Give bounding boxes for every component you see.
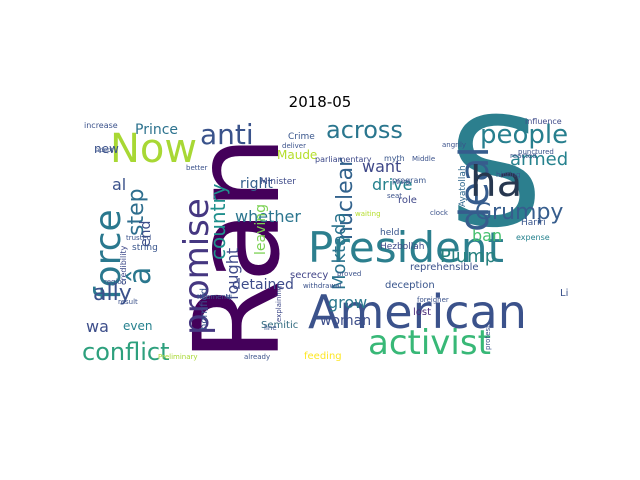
word-29: wa [86,317,109,336]
word-85: protest [484,325,492,350]
word-83: adept [96,147,114,154]
word-20: armed [510,149,568,170]
word-24: Plump [440,246,496,267]
word-42: new [94,142,119,156]
word-78: reacted [510,152,537,160]
word-75: clock [430,209,449,217]
word-65: waiting [355,210,381,218]
word-57: string [132,243,158,253]
word-12: across [326,116,403,144]
word-70: better [186,164,208,172]
word-53: Ayatollah [458,165,468,207]
word-8: force [88,209,129,300]
word-44: lost [413,307,431,318]
word-31: right [240,176,273,192]
word-67: result [118,298,138,306]
word-36: end [138,221,154,247]
word-76: Middle [412,155,435,163]
word-84: line [264,324,277,332]
word-52: Hariri [521,218,546,228]
word-37: even [123,319,152,333]
word-63: already [244,353,270,361]
word-32: woman [320,313,371,329]
word-3: President [308,223,504,272]
word-74: seat [387,192,402,200]
word-35: al [112,175,126,194]
word-79: angrily [442,141,466,149]
word-16: country [206,183,230,260]
word-51: Minister [260,177,296,187]
word-66: Khamenei [197,293,232,301]
word-61: expense [516,233,550,242]
word-5: Now [110,126,197,172]
word-25: grow [328,293,367,312]
word-77: hinting [496,171,520,179]
word-80: punctured [518,148,554,156]
word-60: myth [384,154,405,163]
word-72: proved [337,270,361,278]
word-58: parliamentary [315,155,372,164]
word-10: people [480,120,568,150]
word-43: reprehensible [410,262,479,273]
word-13: conflict [82,338,169,366]
word-6: deal [452,146,498,232]
word-7: ha [470,157,522,206]
word-46: held [380,228,399,238]
word-23: fought [223,248,242,300]
word-40: deception [385,280,435,291]
word-4: activist [368,323,491,363]
word-14: Grumpy [475,200,563,225]
word-26: want [362,157,401,176]
word-18: ally [93,281,132,306]
chart-title: 2018-05 [288,93,352,111]
word-71: explaining [275,286,283,322]
word-81: foreigner [417,296,449,304]
word-22: whether [235,207,301,226]
word-38: Maude [277,148,317,162]
word-2: American [308,285,527,339]
word-45: Semitic [261,320,298,331]
word-59: program [392,176,426,185]
word-21: Moktada [329,212,350,290]
word-49: horrified [199,288,210,330]
word-55: increase [84,121,118,130]
word-9: promise [177,198,217,335]
word-1: Ran [168,136,306,363]
word-54: influence [525,117,562,126]
word-17: step [124,188,149,236]
word-30: detained [232,277,294,293]
word-33: leaving [253,204,269,255]
word-41: secrecy [290,270,328,281]
word-28: drive [372,175,413,194]
word-68: region [104,278,126,286]
word-62: trusted [126,234,151,242]
word-19: â [123,267,158,285]
word-86: Li [560,288,568,299]
word-0: S [448,87,543,261]
word-48: feeding [304,351,342,362]
word-64: withdrawal [303,282,341,290]
word-69: Preliminary [158,353,198,361]
word-47: Hezbollah [380,242,424,252]
cloud-background [80,120,576,360]
word-39: role [398,195,417,206]
word-27: ban [472,226,502,245]
word-34: Prince [135,122,178,138]
word-73: turn [396,178,410,186]
word-11: anti [200,118,254,151]
word-50: Crime [288,132,315,142]
word-15: nuclear [333,157,358,240]
word-82: deliver [282,142,306,150]
word-56: credibility [119,245,128,285]
